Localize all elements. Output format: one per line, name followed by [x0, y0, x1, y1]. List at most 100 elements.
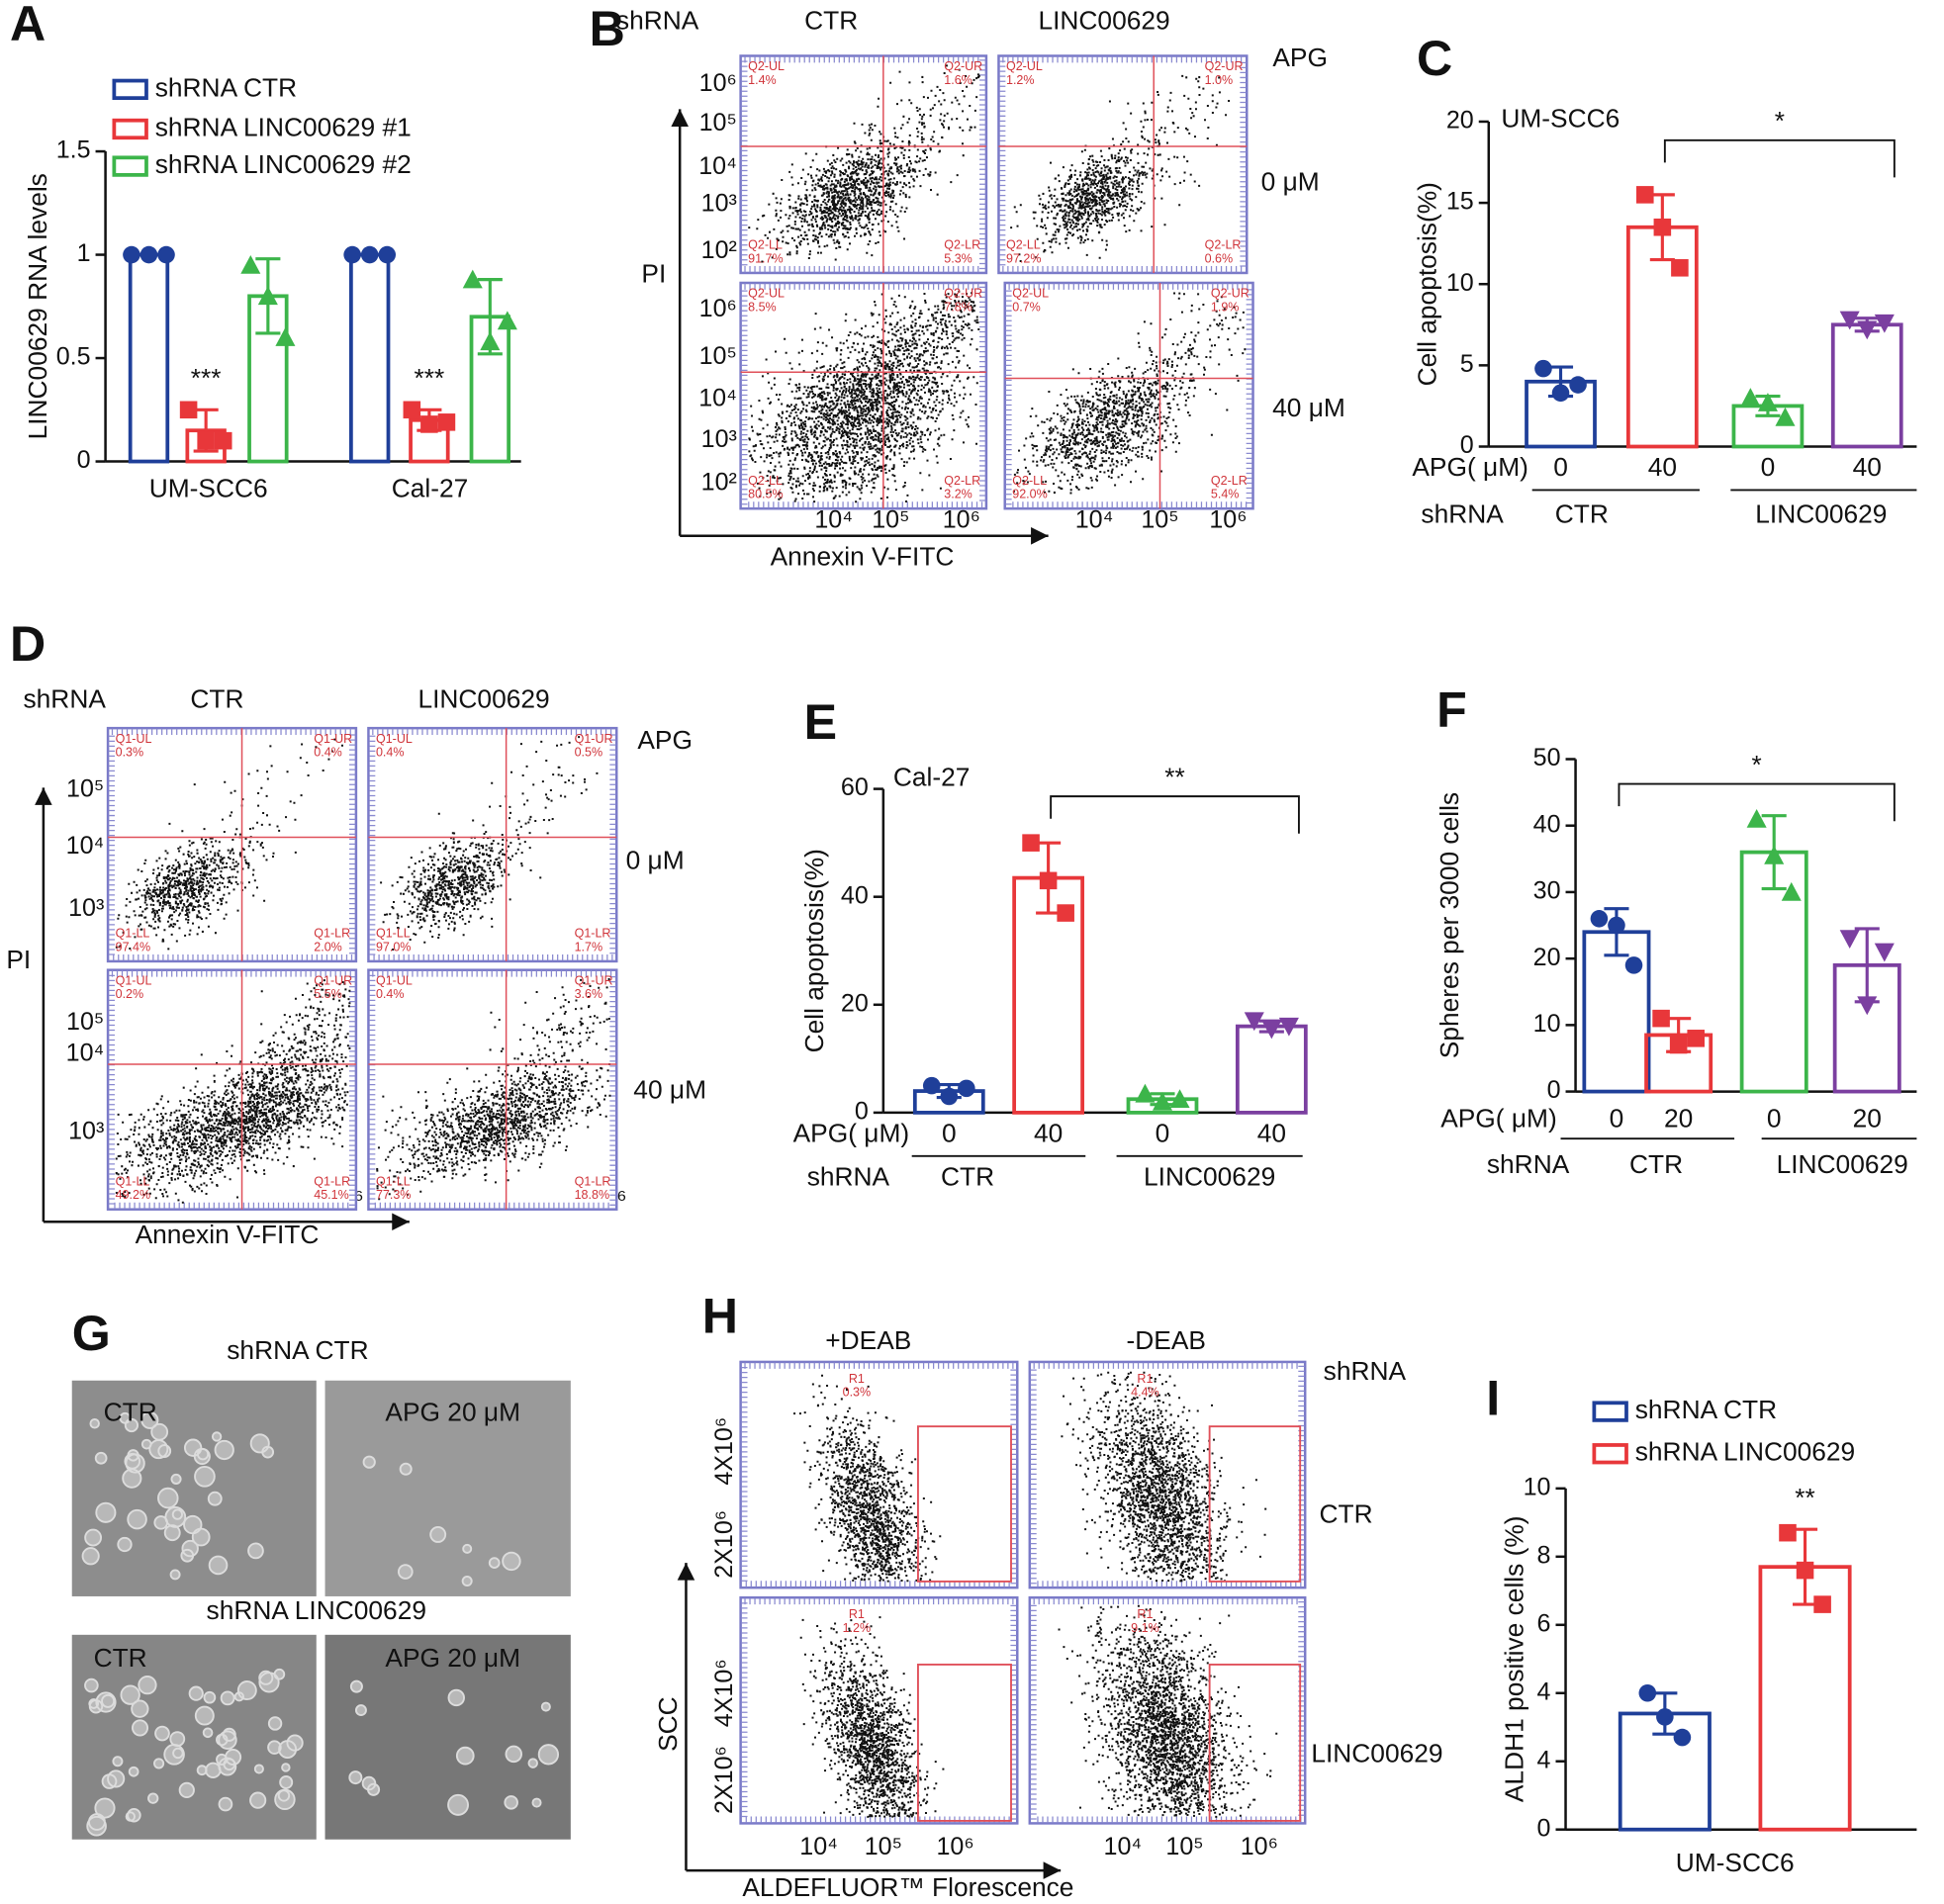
y-tick-label: 1: [77, 239, 91, 267]
bar: [1830, 322, 1903, 449]
x-tick-label: 10⁵: [865, 1833, 902, 1860]
legend-swatch: [112, 155, 148, 177]
event-dots: [799, 1616, 945, 1818]
group-label: CTR: [1629, 1149, 1683, 1179]
data-point: [1656, 1708, 1674, 1726]
x-tick-label: 10⁶: [943, 505, 980, 533]
gate-percent: 1.9%: [1211, 300, 1240, 314]
gate-box: [917, 1663, 1012, 1822]
data-point: [1608, 916, 1625, 935]
y-tick-label: 10⁴: [698, 152, 737, 180]
y-tick-label: 1.5: [56, 136, 91, 164]
gate-name: Q2-LL: [748, 474, 783, 488]
gate-percent: 97.0%: [376, 940, 411, 953]
data-point: [179, 401, 198, 419]
gate-name: Q2-UR: [1211, 287, 1250, 301]
data-point: [1551, 384, 1570, 403]
data-point: [1813, 1595, 1831, 1613]
group-label: CTR: [1555, 499, 1609, 529]
gate-name: Q2-UL: [1012, 287, 1049, 301]
gate-percent: 45.1%: [314, 1188, 349, 1202]
x-tick-label: 10⁵: [1165, 1833, 1203, 1860]
row-label: LINC00629: [1311, 1738, 1442, 1768]
treatment-label: APG: [1272, 43, 1328, 72]
y-tick-label: 10³: [701, 190, 737, 218]
image-group-title: shRNA CTR: [227, 1335, 368, 1365]
column-label: LINC00629: [1038, 6, 1169, 36]
y-tick-label: 6: [1537, 1609, 1551, 1637]
event-dots: [376, 977, 611, 1201]
bar: [1758, 1565, 1852, 1832]
row-label: 0 μM: [626, 846, 685, 875]
gate-name: Q1-UL: [376, 732, 413, 746]
data-point: [240, 254, 261, 274]
y-tick-label: 0: [1537, 1814, 1551, 1842]
panel-letter: G: [72, 1306, 111, 1361]
data-point: [1687, 1030, 1705, 1047]
panel-letter: A: [10, 0, 46, 51]
gate-percent: 4.4%: [1131, 1386, 1159, 1400]
gate-name: Q2-LR: [1211, 474, 1248, 488]
data-point: [1022, 834, 1040, 852]
legend-label: shRNA LINC00629 #1: [155, 112, 412, 141]
gate-percent: 18.8%: [575, 1188, 610, 1202]
y-tick-label: 2X10⁶: [710, 1746, 738, 1814]
y-tick-label: 60: [841, 773, 869, 801]
dose-label: 20: [1664, 1103, 1693, 1133]
gate-name: Q2-LR: [944, 238, 980, 252]
y-axis-label: Spheres per 3000 cells: [1435, 792, 1464, 1058]
gate-name: Q1-LL: [116, 1174, 150, 1188]
gate-name: Q1-LR: [314, 927, 350, 941]
plot-frame: [367, 726, 618, 963]
gate-name: Q2-UL: [748, 59, 785, 73]
x-tick-label: 10⁴: [1075, 505, 1114, 533]
gate-name: Q1-UR: [575, 973, 613, 987]
event-dots: [748, 290, 980, 503]
image-group-title: shRNA LINC00629: [207, 1595, 426, 1625]
sphere-blobs: [362, 1455, 521, 1587]
dose-label: 40: [1257, 1118, 1286, 1147]
quadrant-lines: [740, 282, 986, 509]
gate-percent: 0.4%: [314, 746, 342, 760]
dose-label: 20: [1853, 1103, 1882, 1133]
axis-arrow: [685, 1563, 1062, 1872]
x-tick-label: UM-SCC6: [149, 473, 268, 502]
x-tick-label: 10⁵: [1141, 505, 1178, 533]
data-point: [437, 413, 456, 431]
data-point: [1781, 881, 1802, 901]
gate-percent: 1.4%: [748, 73, 777, 87]
quadrant-lines: [108, 969, 356, 1210]
y-tick-label: 4: [1537, 1677, 1551, 1705]
significance-label: ***: [191, 363, 222, 393]
image-label: APG 20 μM: [385, 1398, 520, 1427]
y-tick-label: 10⁴: [66, 1040, 105, 1067]
row-label: CTR: [1320, 1498, 1373, 1528]
shrna-label: shRNA: [616, 6, 699, 36]
gate-percent: 97.4%: [116, 940, 151, 953]
data-point: [123, 245, 140, 264]
row-label: 0 μM: [1261, 167, 1320, 197]
data-point: [403, 401, 421, 419]
bar: [1235, 1024, 1308, 1115]
data-point: [1057, 904, 1074, 922]
x-axis-label: Annexin V-FITC: [771, 541, 955, 571]
gate-percent: 0.6%: [1205, 251, 1234, 265]
quadrant-lines: [108, 728, 356, 961]
y-tick-label: 15: [1446, 188, 1474, 216]
quadrant-lines: [998, 55, 1248, 273]
plot-frame: [739, 1595, 1019, 1825]
x-axis-label: ALDEFLUOR™ Florescence: [742, 1872, 1073, 1902]
data-point: [1874, 314, 1895, 333]
y-tick-label: 10: [1524, 1473, 1551, 1500]
x-tick-label: 10⁵: [872, 505, 909, 533]
gate-box: [1208, 1425, 1302, 1583]
dose-row-label: APG( μM): [1412, 452, 1528, 482]
y-tick-label: 10⁵: [66, 774, 104, 802]
gate-name: Q1-UR: [575, 732, 613, 746]
gate-percent: 7.8%: [944, 300, 972, 314]
shrna-row-label: shRNA: [807, 1161, 890, 1191]
bar: [348, 252, 391, 464]
gate-percent: 0.7%: [1012, 300, 1041, 314]
gate-name: R1: [1137, 1607, 1153, 1621]
